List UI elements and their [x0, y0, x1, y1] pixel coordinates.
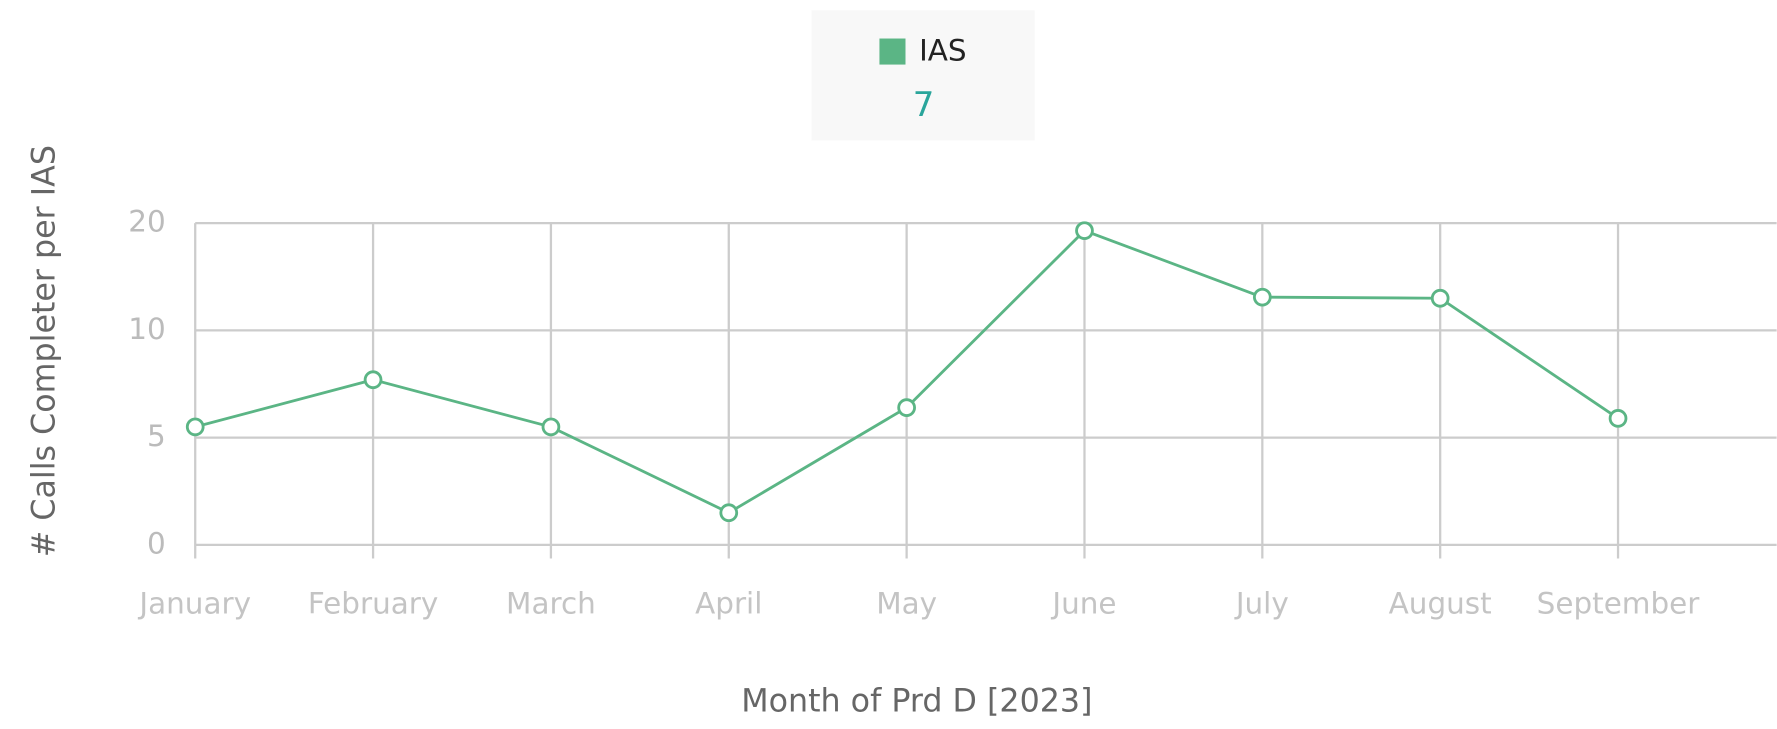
point [541, 417, 561, 437]
point [1075, 221, 1094, 241]
legend-swatch [879, 38, 906, 65]
legend-box [811, 10, 1035, 141]
y-axis-title: # Calls Completer per IAS [27, 145, 63, 557]
x-tick-label: September [1537, 586, 1701, 620]
legend-value: 7 [913, 85, 935, 125]
y-tick-label: 20 [128, 205, 165, 239]
point [719, 503, 739, 523]
point [1608, 408, 1628, 428]
x-tick-label: July [1234, 586, 1289, 620]
y-tick-label: 5 [147, 419, 166, 453]
legend-label: IAS [919, 34, 967, 68]
x-axis-title: Month of Prd D [2023] [741, 683, 1092, 719]
point [1252, 287, 1272, 307]
x-tick-label: March [506, 586, 596, 620]
point [185, 417, 205, 437]
x-tick-label: January [137, 586, 251, 620]
point [1430, 288, 1450, 308]
point [363, 370, 383, 390]
x-tick-label: April [695, 586, 762, 620]
x-tick-label: August [1389, 586, 1492, 620]
y-tick-label: 10 [128, 312, 165, 346]
x-tick-label: February [308, 586, 438, 620]
x-tick-label: June [1050, 586, 1116, 620]
x-tick-label: May [876, 586, 937, 620]
point [897, 398, 916, 417]
y-tick-label: 0 [147, 526, 166, 560]
